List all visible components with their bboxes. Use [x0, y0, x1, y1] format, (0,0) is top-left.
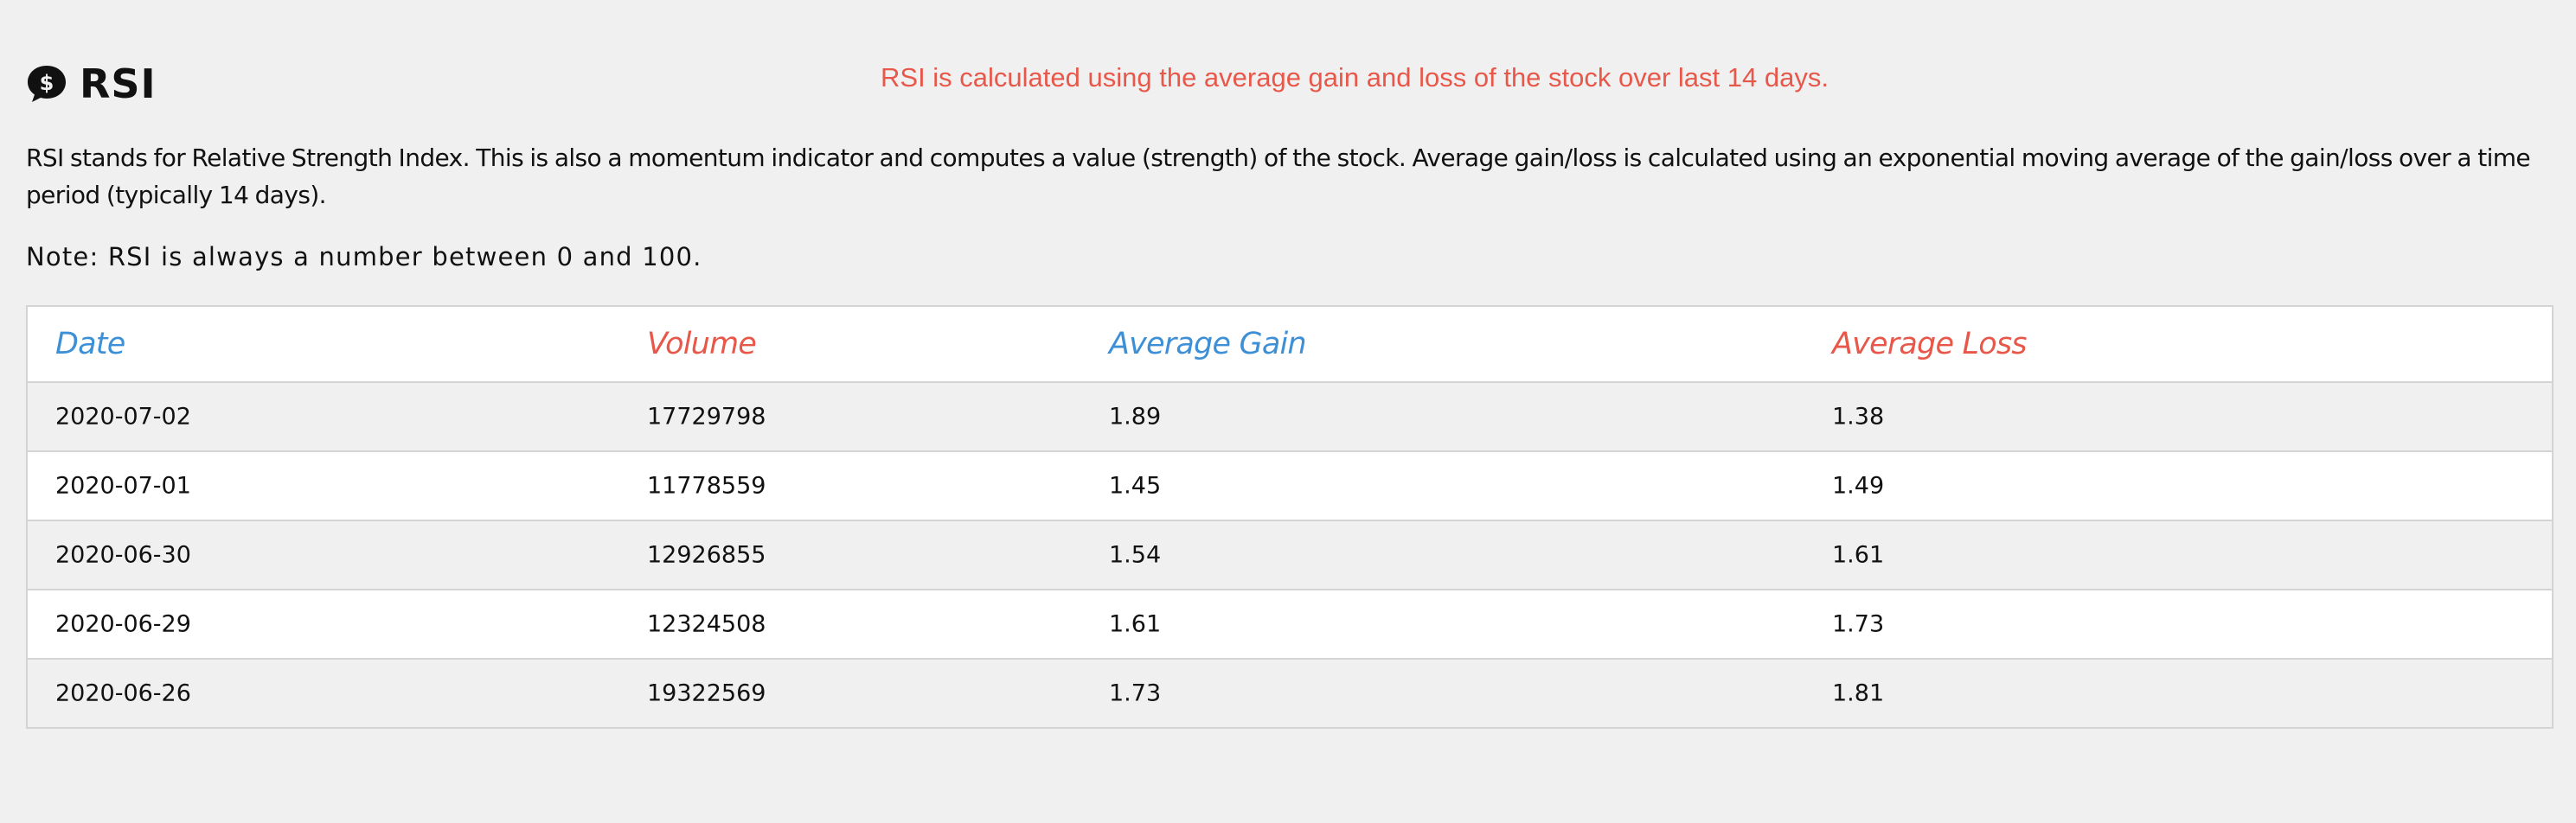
table-row: 2020-06-29 12324508 1.61 1.73	[28, 589, 2552, 658]
page-title: RSI	[80, 61, 157, 107]
cell-volume: 17729798	[647, 403, 766, 431]
column-header-average-gain[interactable]: Average Gain	[1109, 327, 1307, 361]
cell-average-gain: 1.89	[1109, 403, 1162, 431]
table-header-row: Date Volume Average Gain Average Loss	[28, 307, 2552, 381]
cell-date: 2020-07-02	[55, 403, 191, 431]
cell-volume: 12324508	[647, 610, 766, 638]
svg-text:$: $	[40, 71, 54, 95]
cell-average-loss: 1.49	[1832, 472, 1885, 500]
cell-volume: 12926855	[647, 541, 766, 569]
rsi-description: RSI stands for Relative Strength Index. …	[26, 144, 2531, 209]
table-row: 2020-06-30 12926855 1.54 1.61	[28, 520, 2552, 589]
table-row: 2020-06-26 19322569 1.73 1.81	[28, 658, 2552, 727]
column-header-date[interactable]: Date	[55, 327, 125, 361]
title-group: $ RSI	[26, 61, 157, 107]
cell-date: 2020-06-29	[55, 610, 191, 638]
column-header-volume[interactable]: Volume	[647, 327, 757, 361]
cell-volume: 19322569	[647, 679, 766, 707]
cell-average-loss: 1.38	[1832, 403, 1885, 431]
cell-date: 2020-06-30	[55, 541, 191, 569]
table-row: 2020-07-02 17729798 1.89 1.38	[28, 381, 2552, 450]
column-header-average-loss[interactable]: Average Loss	[1832, 327, 2027, 361]
cell-date: 2020-07-01	[55, 472, 191, 500]
rsi-note: Note: RSI is always a number between 0 a…	[26, 242, 702, 271]
cell-date: 2020-06-26	[55, 679, 191, 707]
cell-average-loss: 1.73	[1832, 610, 1885, 638]
cell-average-gain: 1.45	[1109, 472, 1162, 500]
rsi-table: Date Volume Average Gain Average Loss 20…	[26, 305, 2554, 729]
page-header: $ RSI RSI is calculated using the averag…	[26, 52, 2552, 112]
cell-volume: 11778559	[647, 472, 766, 500]
cell-average-gain: 1.54	[1109, 541, 1162, 569]
cell-average-gain: 1.73	[1109, 679, 1162, 707]
cell-average-loss: 1.81	[1832, 679, 1885, 707]
table-row: 2020-07-01 11778559 1.45 1.49	[28, 450, 2552, 520]
dollar-speech-bubble-icon: $	[26, 63, 67, 105]
cell-average-gain: 1.61	[1109, 610, 1162, 638]
cell-average-loss: 1.61	[1832, 541, 1885, 569]
rsi-callout-text: RSI is calculated using the average gain…	[881, 62, 1829, 93]
